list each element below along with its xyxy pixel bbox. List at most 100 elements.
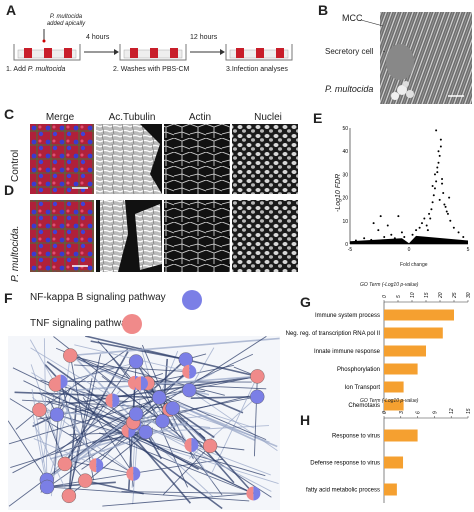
network-edge: [73, 461, 134, 475]
workflow-diagram: [13, 29, 293, 61]
volcano-point: [429, 217, 432, 220]
volcano-point: [452, 226, 455, 229]
network-edge: [134, 423, 271, 476]
network-node: [165, 401, 180, 416]
network-node: [39, 479, 55, 495]
network-edge: [162, 445, 211, 496]
bar-xtick-label: 0: [382, 411, 388, 414]
network-edge: [55, 383, 223, 510]
network-edge: [39, 348, 129, 411]
volcano-point: [433, 187, 436, 190]
network-node-half: [60, 374, 68, 389]
network-node: [202, 438, 218, 454]
volcano-point: [354, 239, 357, 242]
step-1-label: 1. Add P. multocida: [6, 66, 65, 73]
go-bar-label: fatty acid metabolic process: [306, 488, 380, 494]
network-node-half: [140, 376, 148, 391]
go-bar-chart-h: 0 3 6 9 12 15 Response to virus Defense respons…: [306, 408, 472, 503]
go-bar: [384, 345, 426, 357]
tile-control-actin: [164, 124, 230, 194]
row-label-control: Control: [10, 149, 21, 182]
bar-xtick-label: 30: [466, 292, 472, 298]
panel-label-f: F: [4, 290, 13, 306]
volcano-point: [435, 129, 438, 132]
network-edge: [128, 429, 200, 470]
arrow-2: [190, 49, 225, 55]
go-bar: [384, 381, 404, 393]
bar-xtick-label: 25: [452, 292, 458, 299]
network-edge: [132, 383, 142, 505]
network-edge: [172, 407, 270, 443]
network-node: [128, 354, 144, 369]
volcano-point: [441, 182, 444, 185]
network-edge: [150, 358, 187, 392]
volcano-baseline-band: [350, 235, 468, 244]
note-line-2: added apically: [46, 21, 86, 27]
volcano-point: [431, 185, 434, 187]
bar-xtick-label: 10: [410, 292, 416, 298]
network-node: [32, 402, 47, 418]
tile-pm-merge: [30, 200, 94, 272]
go-bar: [384, 363, 418, 375]
interaction-network: [8, 336, 280, 510]
network-node-half: [127, 375, 135, 390]
panel-label-h: H: [300, 412, 311, 428]
go-bar-label: Phosphorylation: [337, 367, 380, 373]
volcano-point: [393, 237, 396, 240]
sem-image: [380, 12, 472, 104]
volcano-point: [457, 231, 460, 234]
network-node-half: [126, 466, 134, 481]
well-3: [225, 44, 293, 61]
volcano-point: [441, 178, 444, 181]
volcano-ytick: 10: [342, 219, 348, 225]
network-node: [63, 348, 78, 363]
volcano-point: [437, 150, 440, 153]
network-node-half: [246, 486, 254, 501]
sem-pointer-lines: [360, 20, 385, 53]
volcano-point: [448, 196, 451, 199]
bar-xtick-label: 6: [416, 411, 422, 414]
network-node: [182, 382, 197, 398]
network-node-half: [112, 393, 120, 408]
volcano-ytick: 30: [342, 172, 348, 178]
go-bar: [384, 309, 454, 321]
network-node-half: [189, 364, 197, 379]
volcano-point: [438, 154, 441, 157]
network-edge: [55, 362, 134, 386]
go-bar-label: Innate immune response: [314, 349, 381, 355]
volcano-point: [370, 238, 373, 241]
network-edge: [128, 430, 191, 504]
network-edge: [8, 420, 48, 481]
go-bar-label: Response to virus: [332, 434, 380, 440]
label-p-multocida: P. multocida: [325, 84, 374, 94]
volcano-point: [411, 233, 414, 236]
go-bar: [384, 399, 404, 411]
volcano-point: [439, 138, 442, 141]
go-bar: [384, 456, 404, 469]
step-1-italic: P. multocida: [27, 66, 66, 73]
network-edge: [70, 355, 267, 441]
tile-control-tubulin: [96, 124, 162, 194]
network-node-half: [191, 438, 199, 453]
col-header-actubulin: Ac.Tubulin: [108, 112, 156, 123]
volcano-point: [439, 145, 442, 148]
network-node-half: [105, 393, 113, 408]
volcano-point: [462, 236, 465, 239]
network-node: [128, 406, 144, 422]
network-node-half: [96, 458, 104, 473]
volcano-point: [415, 229, 418, 232]
network-edge: [188, 389, 244, 414]
bar-xtick-label: 15: [466, 408, 472, 414]
bar-xtick-label: 12: [449, 408, 455, 414]
arrow-2-label: 12 hours: [190, 34, 218, 41]
network-node-half: [182, 364, 190, 379]
go-bar: [384, 429, 418, 442]
network-node-half: [184, 438, 192, 453]
volcano-point: [443, 203, 446, 206]
h-title: GO Term (-Log10 p-value): [360, 398, 419, 404]
volcano-point: [433, 173, 436, 176]
network-edge: [188, 396, 258, 459]
panel-label-c: C: [4, 106, 15, 122]
volcano-point: [426, 229, 429, 232]
network-edge: [52, 383, 97, 466]
